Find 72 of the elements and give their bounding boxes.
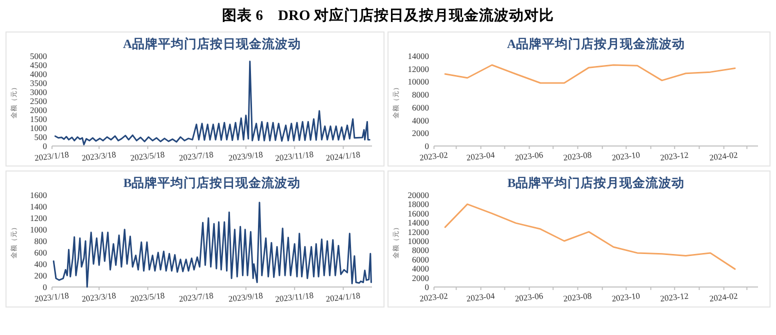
- y-tick-label: 12000: [408, 226, 429, 237]
- x-tick-label: 2023-12: [660, 150, 689, 162]
- x-tick-label: 2023/5/18: [130, 290, 166, 304]
- y-tick-label: 4000: [412, 115, 429, 126]
- x-tick-label: 2023/7/18: [178, 149, 214, 163]
- x-tick-label: 2023-04: [466, 290, 496, 304]
- x-tick-label: 2023-06: [514, 150, 544, 162]
- y-tick-label: 14000: [408, 51, 429, 61]
- y-tick-label: 8000: [412, 90, 429, 100]
- x-tick-label: 2023/7/18: [178, 290, 214, 304]
- x-tick-label: 2024-02: [708, 150, 738, 162]
- text: 图表 6 DRO 对应门店按日及按月现金流波动对比: [222, 6, 554, 24]
- y-tick-label: 3000: [30, 87, 47, 97]
- y-tick-label: 0: [42, 282, 47, 292]
- y-tick-label: 4500: [30, 60, 47, 70]
- y-tick-label: 4000: [30, 69, 47, 79]
- y-tick-label: 1000: [30, 123, 47, 133]
- y-tick-label: 10000: [408, 236, 429, 246]
- x-tick-label: 2023/5/18: [130, 149, 166, 163]
- x-tick-label: 2024/1/18: [325, 290, 361, 304]
- y-tick-label: 3500: [30, 78, 47, 88]
- y-tick-label: 0: [424, 282, 429, 292]
- chart-title: A品牌平均门店按月现金流波动: [506, 36, 686, 51]
- y-tick-label: 2000: [412, 128, 429, 138]
- y-tick-label: 1200: [30, 213, 47, 223]
- x-tick-label: 2023/1/18: [34, 290, 70, 304]
- x-tick-label: 2023/9/18: [228, 149, 264, 163]
- y-tick-label: 400: [34, 259, 47, 269]
- x-tick-label: 2024-02: [708, 290, 738, 304]
- x-tick-label: 2023/11/18: [274, 290, 314, 304]
- y-tick-label: 10000: [408, 76, 429, 87]
- y-tick-label: 6000: [412, 254, 429, 264]
- y-tick-label: 2000: [412, 272, 429, 283]
- x-tick-label: 2023-02: [419, 150, 448, 162]
- x-tick-label: 2023/9/18: [228, 290, 264, 304]
- y-tick-label: 2500: [30, 96, 47, 106]
- y-tick-label: 200: [34, 270, 47, 280]
- x-tick-label: 2023/1/18: [34, 149, 70, 163]
- chart-title: B品牌平均门店按月现金流波动: [507, 175, 685, 190]
- y-tick-label: 0: [42, 141, 47, 151]
- y-tick-label: 1000: [30, 224, 47, 234]
- y-tick-label: 1500: [30, 114, 47, 124]
- y-tick-label: 20000: [408, 190, 429, 200]
- y-tick-label: 12000: [408, 64, 429, 74]
- x-tick-label: 2023-02: [419, 290, 448, 304]
- chart-title: B品牌平均门店按日现金流波动: [123, 175, 301, 190]
- y-tick-label: 1600: [30, 190, 47, 200]
- chart-title: A品牌平均门店按日现金流波动: [122, 36, 302, 51]
- y-tick-label: 0: [424, 141, 429, 151]
- y-tick-label: 800: [34, 236, 47, 246]
- y-tick-label: 8000: [412, 245, 429, 256]
- x-tick-label: 2023/3/18: [81, 290, 116, 304]
- x-tick-label: 2023-12: [660, 290, 689, 304]
- x-tick-label: 2023-04: [466, 149, 496, 162]
- x-tick-label: 2023/3/18: [81, 149, 116, 163]
- y-tick-label: 2000: [30, 105, 47, 115]
- x-tick-label: 2023-10: [611, 290, 640, 304]
- y-tick-label: 4000: [412, 264, 429, 274]
- x-tick-label: 2023-08: [562, 150, 592, 162]
- y-tick-label: 6000: [412, 102, 429, 112]
- x-tick-label: 2024/1/18: [325, 149, 361, 163]
- x-tick-label: 2023-06: [514, 290, 544, 304]
- y-tick-label: 5000: [30, 51, 47, 61]
- x-tick-label: 2023/11/18: [274, 149, 314, 163]
- y-tick-label: 1400: [30, 202, 47, 212]
- y-tick-label: 500: [34, 132, 47, 142]
- x-tick-label: 2023-10: [611, 150, 640, 162]
- y-tick-label: 16000: [408, 208, 429, 218]
- x-tick-label: 2023-08: [562, 290, 592, 304]
- y-tick-label: 18000: [408, 199, 429, 210]
- y-tick-label: 14000: [408, 218, 429, 228]
- y-tick-label: 600: [34, 248, 47, 258]
